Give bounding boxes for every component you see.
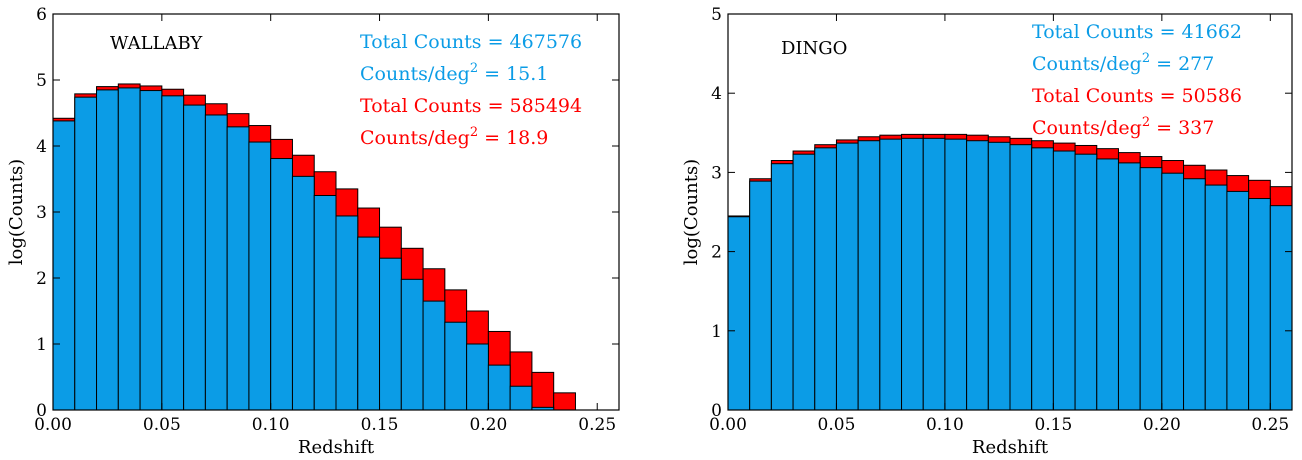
y-tick-label: 4 xyxy=(711,84,722,104)
bar-blue xyxy=(1183,178,1206,411)
bar-blue xyxy=(901,137,924,411)
bar-blue xyxy=(466,343,489,411)
x-tick-label: 0.15 xyxy=(361,415,399,435)
annotation: Total Counts = 585494 xyxy=(360,95,582,117)
bar-blue xyxy=(1248,198,1271,411)
bar-blue xyxy=(422,300,446,411)
x-tick-label: 0.05 xyxy=(143,415,181,435)
y-tick-label: 0 xyxy=(711,401,722,421)
annotation: Counts/deg2 = 337 xyxy=(1032,115,1214,139)
bar-blue xyxy=(291,175,315,411)
bar-blue xyxy=(922,137,946,411)
bar-blue xyxy=(487,364,511,411)
x-tick-label: 0.10 xyxy=(252,415,290,435)
bar-blue xyxy=(1161,172,1185,411)
bar-blue xyxy=(727,216,751,411)
bar-blue xyxy=(444,321,468,411)
bar-total xyxy=(553,392,576,411)
y-tick-label: 2 xyxy=(36,269,47,289)
y-tick-label: 6 xyxy=(36,5,47,25)
x-axis-label: Redshift xyxy=(972,437,1049,458)
bar-blue xyxy=(161,95,185,411)
x-tick-label: 0.25 xyxy=(1251,415,1289,435)
x-tick-label: 0.20 xyxy=(469,415,507,435)
x-tick-label: 0.25 xyxy=(578,415,616,435)
bar-blue xyxy=(52,120,76,411)
bar-blue xyxy=(313,195,337,411)
bar-blue xyxy=(1031,147,1054,411)
bar-blue xyxy=(944,138,968,411)
x-tick-label: 0.00 xyxy=(34,415,72,435)
bar-blue xyxy=(966,140,989,411)
y-tick-label: 5 xyxy=(36,71,47,91)
annotation: Total Counts = 41662 xyxy=(1032,21,1242,43)
bar-blue xyxy=(183,104,206,411)
bar-blue xyxy=(204,114,228,411)
y-tick-label: 2 xyxy=(711,243,722,263)
bar-blue xyxy=(74,96,98,411)
annotation: Total Counts = 467576 xyxy=(360,31,582,53)
plot-frame xyxy=(727,13,1293,411)
bar-blue xyxy=(749,180,772,411)
bar-blue xyxy=(1009,144,1033,411)
y-tick-label: 3 xyxy=(711,163,722,183)
bar-blue xyxy=(96,89,119,411)
panel-label: DINGO xyxy=(781,38,847,59)
bar-blue xyxy=(987,141,1011,411)
y-tick-label: 5 xyxy=(711,5,722,25)
x-tick-label: 0.00 xyxy=(709,415,747,435)
chart-panel-dingo: 0.00 0.05 0.10 0.15 0.20 0.25 0 1 2 3 4 5 Redshift lo… xyxy=(681,5,1293,458)
bar-blue xyxy=(1052,150,1076,411)
bar-blue xyxy=(770,163,794,411)
bar-total xyxy=(531,371,555,411)
panel-label: WALLABY xyxy=(110,33,203,54)
bar-blue xyxy=(814,147,837,411)
bar-blue xyxy=(509,385,533,411)
y-tick-label: 4 xyxy=(36,137,47,157)
y-tick-label: 3 xyxy=(36,203,47,223)
chart-panel-wallaby: 0.00 0.05 0.10 0.15 0.20 0.25 0 1 2 3 4 5 6 Redshift l… xyxy=(6,5,620,458)
x-tick-label: 0.10 xyxy=(926,415,964,435)
bar-blue xyxy=(248,141,272,411)
bar-blue xyxy=(835,142,859,411)
bar-blue xyxy=(117,87,141,411)
annotation: Counts/deg2 = 277 xyxy=(1032,51,1214,75)
bar-blue xyxy=(335,215,359,411)
bar-blue xyxy=(139,90,163,411)
bar-blue xyxy=(1096,158,1119,411)
x-tick-label: 0.05 xyxy=(818,415,856,435)
bar-blue xyxy=(857,140,881,411)
annotation: Counts/deg2 = 18.9 xyxy=(360,125,548,149)
bar-blue xyxy=(1204,184,1228,411)
bar-blue xyxy=(400,278,424,411)
y-tick-label: 0 xyxy=(36,401,47,421)
x-tick-label: 0.15 xyxy=(1034,415,1072,435)
y-axis-label: log(Counts) xyxy=(681,159,702,265)
bar-blue xyxy=(270,158,293,411)
bar-blue xyxy=(879,138,903,411)
bar-blue xyxy=(379,257,402,411)
x-tick-label: 0.20 xyxy=(1143,415,1181,435)
bar-blue xyxy=(226,126,250,411)
bar-blue xyxy=(1226,190,1250,411)
y-axis-label: log(Counts) xyxy=(6,159,27,265)
bar-blue xyxy=(1074,153,1098,411)
bar-blue xyxy=(1139,167,1163,411)
y-tick-label: 1 xyxy=(711,322,722,342)
x-axis-label: Redshift xyxy=(298,437,375,458)
bar-blue xyxy=(1269,205,1293,411)
bar-blue xyxy=(792,153,816,411)
series-blue xyxy=(727,137,1293,411)
bar-blue xyxy=(1117,162,1141,411)
annotation: Counts/deg2 = 15.1 xyxy=(360,61,548,85)
annotation: Total Counts = 50586 xyxy=(1032,85,1242,107)
y-tick-label: 1 xyxy=(36,335,47,355)
bar-blue xyxy=(357,236,381,411)
